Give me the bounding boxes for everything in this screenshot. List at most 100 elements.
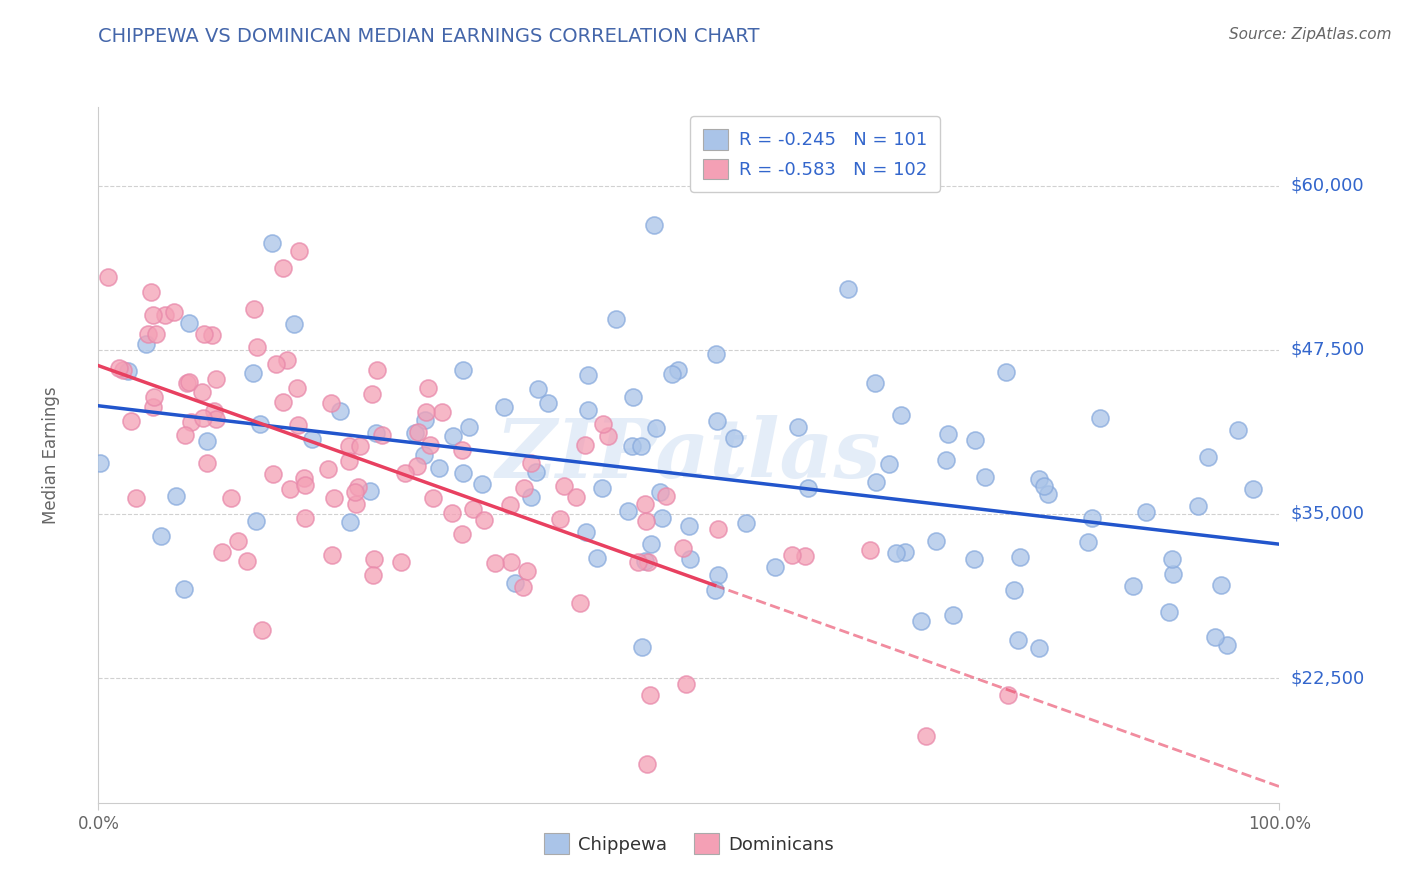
Point — [973, 470, 995, 484]
Point — [524, 465, 547, 479]
Point — [174, 427, 197, 442]
Point — [319, 395, 342, 409]
Point — [763, 560, 786, 574]
Point — [135, 337, 157, 351]
Point — [125, 491, 148, 505]
Point — [450, 526, 472, 541]
Point — [1032, 479, 1054, 493]
Point — [117, 364, 139, 378]
Point — [97, 269, 120, 284]
Point — [501, 809, 523, 823]
Point — [858, 542, 880, 557]
Point — [249, 417, 271, 432]
Point — [605, 312, 627, 326]
Point — [654, 489, 676, 503]
Point — [631, 640, 654, 654]
Point — [1204, 630, 1226, 644]
Point — [1007, 633, 1029, 648]
Point — [1187, 499, 1209, 513]
Text: $47,500: $47,500 — [1291, 341, 1365, 359]
Point — [339, 439, 361, 453]
Point — [1028, 641, 1050, 656]
Point — [553, 479, 575, 493]
Point — [706, 414, 728, 428]
Text: $60,000: $60,000 — [1291, 177, 1364, 194]
Point — [616, 504, 638, 518]
Point — [520, 457, 543, 471]
Point — [143, 390, 166, 404]
Point — [145, 326, 167, 341]
Point — [283, 317, 305, 331]
Point — [193, 327, 215, 342]
Point — [894, 544, 917, 558]
Point — [1036, 486, 1059, 500]
Point — [890, 408, 912, 422]
Point — [276, 352, 298, 367]
Point — [527, 382, 550, 396]
Point — [516, 564, 538, 578]
Point — [1209, 578, 1232, 592]
Point — [494, 401, 516, 415]
Point — [180, 415, 202, 429]
Point — [963, 434, 986, 448]
Point — [250, 624, 273, 638]
Point — [1243, 483, 1265, 497]
Point — [363, 552, 385, 566]
Point — [591, 481, 613, 495]
Point — [219, 491, 242, 505]
Point — [484, 556, 506, 570]
Text: $35,000: $35,000 — [1291, 505, 1365, 523]
Point — [177, 376, 200, 390]
Point — [1227, 423, 1250, 437]
Point — [271, 394, 294, 409]
Point — [451, 467, 474, 481]
Point — [242, 366, 264, 380]
Point — [679, 552, 702, 566]
Point — [1197, 450, 1219, 464]
Point — [142, 400, 165, 414]
Point — [723, 431, 745, 445]
Point — [1002, 583, 1025, 598]
Point — [963, 552, 986, 566]
Point — [780, 548, 803, 562]
Point — [406, 459, 429, 474]
Point — [243, 302, 266, 317]
Point — [651, 510, 673, 524]
Point — [915, 729, 938, 743]
Point — [787, 419, 810, 434]
Point — [165, 489, 187, 503]
Point — [934, 453, 956, 467]
Point — [574, 438, 596, 452]
Point — [197, 434, 219, 448]
Text: $22,500: $22,500 — [1291, 669, 1365, 687]
Point — [1090, 410, 1112, 425]
Point — [1161, 567, 1184, 582]
Point — [366, 425, 388, 440]
Point — [359, 484, 381, 499]
Point — [246, 340, 269, 354]
Legend: Chippewa, Dominicans: Chippewa, Dominicans — [534, 824, 844, 863]
Point — [519, 490, 541, 504]
Point — [1028, 472, 1050, 486]
Point — [418, 381, 440, 395]
Point — [636, 514, 658, 528]
Point — [262, 235, 284, 250]
Point — [706, 567, 728, 582]
Point — [226, 533, 249, 548]
Point — [204, 372, 226, 386]
Point — [294, 510, 316, 524]
Point — [499, 498, 522, 512]
Point — [294, 478, 316, 492]
Point — [285, 381, 308, 395]
Point — [707, 522, 730, 536]
Point — [339, 515, 361, 529]
Point — [406, 425, 429, 440]
Point — [636, 756, 658, 771]
Point — [671, 541, 693, 555]
Point — [432, 404, 454, 418]
Point — [666, 363, 689, 377]
Point — [337, 454, 360, 468]
Point — [645, 421, 668, 435]
Point — [346, 480, 368, 494]
Point — [884, 546, 907, 560]
